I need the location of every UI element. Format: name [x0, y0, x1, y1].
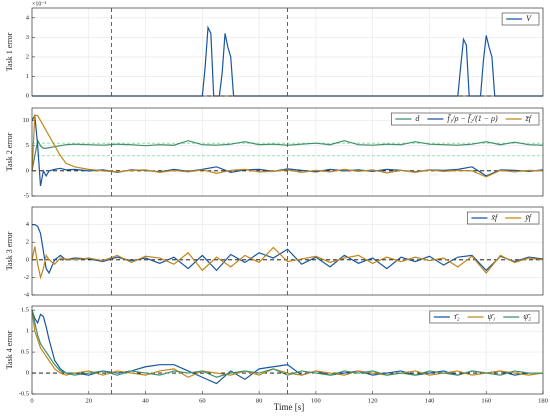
- legend: V: [501, 12, 540, 26]
- y-tick-label: 1: [26, 328, 29, 335]
- y-tick-label: -2: [24, 274, 29, 281]
- y-tick-label: 4: [26, 221, 30, 228]
- legend-label: d: [415, 114, 420, 123]
- series-line: [31, 310, 543, 378]
- series-line: [31, 113, 544, 187]
- series-line: [32, 224, 544, 275]
- y-tick-label: 0: [26, 167, 29, 174]
- y-tick-label: 0.5: [21, 349, 29, 356]
- y-exponent: ×10⁻³: [32, 1, 47, 7]
- x-axis-label: Time [s]: [274, 402, 304, 412]
- legend: τ̄₂ ψ̄₁ ψ̄₂: [429, 310, 540, 324]
- legend: x̄f ȳf: [467, 211, 540, 225]
- y-tick-label: 0: [26, 92, 29, 99]
- legend-label: ψ̄₁: [488, 312, 496, 321]
- y-tick-label: 4: [26, 14, 30, 21]
- x-tick-label: 140: [425, 397, 435, 404]
- x-tick-label: 100: [311, 397, 321, 404]
- y-tick-label: 0: [26, 256, 29, 263]
- series-line: [31, 246, 544, 280]
- series-line: [31, 309, 543, 385]
- legend-label: z̄f: [525, 114, 533, 123]
- x-tick-label: 160: [481, 397, 491, 404]
- y-axis-label: Task 1 error: [5, 32, 14, 71]
- x-tick-label: 0: [30, 397, 33, 404]
- legend-label: ȳf: [524, 213, 533, 222]
- legend-label: f̄₁/ρ − f̄₂/(1 − ρ): [447, 114, 498, 123]
- y-tick-label: 1.5: [21, 307, 29, 314]
- x-tick-label: 180: [538, 397, 548, 404]
- legend-box: [391, 112, 540, 126]
- y-tick-label: 1: [26, 73, 29, 80]
- legend-box: [467, 211, 540, 225]
- y-tick-label: 10: [23, 117, 30, 124]
- legend-label: τ̄₂: [454, 312, 460, 321]
- y-tick-label: -5: [24, 192, 29, 199]
- x-tick-label: 20: [86, 397, 93, 404]
- y-axis-label: Task 3 error: [5, 231, 14, 270]
- y-tick-label: -0.5: [19, 390, 29, 397]
- series-line: [31, 114, 544, 178]
- y-tick-label: -4: [24, 291, 30, 298]
- legend-label: V: [526, 14, 532, 23]
- axes-frame: [31, 107, 544, 197]
- y-tick-label: 5: [26, 142, 29, 149]
- axes-frame: [31, 206, 544, 296]
- legend: d f̄₁/ρ − f̄₂/(1 − ρ) z̄f: [391, 112, 540, 126]
- x-tick-label: 80: [256, 397, 263, 404]
- x-tick-label: 40: [142, 397, 149, 404]
- y-tick-label: 3: [26, 34, 29, 41]
- x-tick-label: 60: [199, 397, 206, 404]
- x-tick-label: 120: [368, 397, 378, 404]
- axes-frame: [31, 305, 544, 395]
- y-tick-label: 0: [26, 370, 29, 377]
- y-tick-label: 2: [26, 239, 29, 246]
- legend-label: x̄f: [490, 213, 499, 222]
- legend-label: ψ̄₂: [523, 312, 531, 321]
- y-tick-label: 2: [26, 53, 29, 60]
- y-axis-label: Task 2 error: [5, 132, 14, 171]
- legend-box: [429, 310, 540, 324]
- series-line: [31, 310, 544, 378]
- axes-frame: [31, 7, 544, 97]
- y-axis-label: Task 4 error: [5, 330, 14, 369]
